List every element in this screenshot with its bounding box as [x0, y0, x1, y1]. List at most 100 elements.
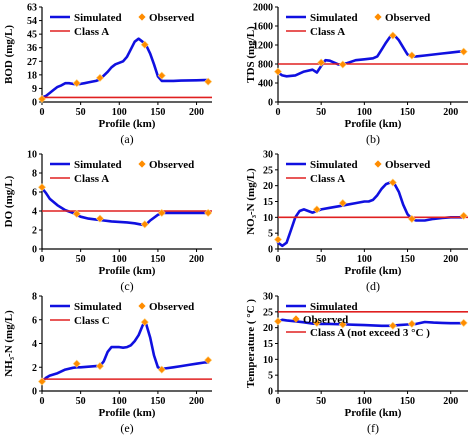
chart-panel-1: 0 9 18 27 36 45 54 63 0 50 100 150 200 Profile (km) BO… — [3, 3, 213, 146]
simulated-series-line — [40, 37, 210, 99]
x-tick-label: 0 — [276, 254, 281, 265]
x-tick-label: 100 — [357, 254, 372, 265]
y-tick-label: 2 — [32, 363, 37, 374]
y-tick-label: 2 — [32, 226, 37, 237]
x-tick-label: 0 — [40, 107, 45, 118]
observed-point — [95, 214, 104, 223]
observed-point — [157, 71, 166, 80]
x-axis-title: Profile (km) — [345, 265, 402, 277]
legend-observed-label: Observed — [149, 301, 194, 313]
y-tick-label: 15 — [263, 197, 273, 208]
y-axis-title: DO (mg/L) — [3, 175, 15, 227]
x-tick-label: 50 — [316, 396, 326, 407]
observed-point — [157, 365, 166, 374]
observed-point — [338, 60, 347, 69]
y-tick-label: 30 — [263, 150, 273, 161]
y-tick-label: 1200 — [253, 41, 273, 52]
y-tick-label: 20 — [263, 323, 273, 334]
observed-point — [317, 58, 326, 67]
x-axis-title: Profile (km) — [99, 265, 156, 277]
x-tick-label: 100 — [112, 396, 127, 407]
chart-panel-2: 0 400 800 1200 1600 2000 0 50 100 150 200 Profile (… — [245, 3, 468, 146]
x-tick-label: 200 — [189, 396, 204, 407]
legend-simulated-label: Simulated — [74, 301, 122, 313]
y-tick-label: 54 — [27, 16, 37, 27]
x-tick-label: 0 — [276, 107, 281, 118]
observed-point — [407, 319, 416, 328]
y-tick-label: 30 — [263, 292, 273, 303]
x-tick-label: 0 — [40, 396, 45, 407]
observed-point — [407, 51, 416, 60]
simulated-series-line — [276, 318, 466, 328]
simulated-series-line — [276, 181, 466, 248]
panel-label: (c) — [120, 279, 133, 293]
x-tick-label: 200 — [189, 107, 204, 118]
x-tick-label: 200 — [189, 254, 204, 265]
legend-observed-marker — [374, 160, 382, 168]
legend-class-label: Class A — [74, 26, 109, 38]
y-axis-title: TDS (mg/L) — [245, 26, 257, 83]
simulated-series-line — [276, 34, 466, 78]
observed-point — [459, 211, 468, 220]
x-tick-label: 150 — [150, 254, 165, 265]
observed-point — [273, 67, 283, 76]
legend-observed-marker — [138, 302, 146, 310]
x-tick-label: 50 — [76, 254, 86, 265]
y-tick-label: 15 — [263, 339, 273, 350]
observed-point — [72, 359, 81, 368]
x-tick-label: 100 — [112, 107, 127, 118]
y-tick-label: 5 — [268, 371, 273, 382]
observed-point — [204, 356, 213, 365]
x-tick-label: 100 — [112, 254, 127, 265]
legend-simulated-label: Simulated — [310, 301, 358, 313]
x-axis-title: Profile (km) — [99, 118, 156, 130]
x-tick-label: 50 — [316, 107, 326, 118]
observed-point — [37, 377, 47, 386]
legend-observed-label: Observed — [149, 12, 194, 24]
x-axis-title: Profile (km) — [345, 118, 402, 130]
y-tick-label: 6 — [32, 188, 37, 199]
y-tick-label: 4 — [32, 339, 37, 350]
observed-point — [140, 40, 149, 49]
legend-simulated-label: Simulated — [74, 12, 122, 24]
y-tick-label: 63 — [27, 3, 37, 14]
observed-point — [273, 235, 283, 244]
y-tick-label: 4 — [32, 207, 37, 218]
y-tick-label: 0 — [268, 98, 273, 109]
y-tick-label: 0 — [268, 387, 273, 398]
observed-point — [157, 208, 166, 217]
x-tick-label: 200 — [443, 254, 458, 265]
y-tick-label: 10 — [263, 213, 273, 224]
observed-point — [95, 73, 104, 82]
y-axis-title: NH₃-N (mg/L) — [3, 310, 15, 377]
observed-point — [37, 94, 47, 104]
y-tick-label: 400 — [258, 79, 273, 90]
observed-point — [338, 199, 347, 208]
y-tick-label: 8 — [32, 292, 37, 303]
simulated-series-line — [40, 186, 210, 227]
y-tick-label: 8 — [32, 169, 37, 180]
y-tick-label: 36 — [27, 43, 37, 54]
y-axis-title: NO₃-N (mg/L) — [245, 168, 257, 235]
legend-simulated-label: Simulated — [74, 159, 122, 171]
y-tick-label: 10 — [263, 355, 273, 366]
observed-point — [388, 178, 397, 187]
observed-point — [204, 208, 213, 217]
legend-class-label: Class A — [310, 173, 345, 185]
x-tick-label: 150 — [150, 396, 165, 407]
observed-point — [140, 220, 149, 229]
panel-label: (f) — [367, 421, 379, 435]
observed-point — [273, 317, 283, 326]
x-tick-label: 150 — [400, 254, 415, 265]
legend-observed-label: Observed — [385, 12, 430, 24]
legend-observed-marker — [374, 13, 382, 21]
y-tick-label: 0 — [32, 245, 37, 256]
x-tick-label: 50 — [316, 254, 326, 265]
observed-point — [312, 205, 321, 214]
observed-point — [338, 320, 347, 329]
legend-observed-label: Observed — [303, 314, 348, 326]
x-tick-label: 200 — [443, 107, 458, 118]
observed-point — [388, 31, 397, 40]
y-tick-label: 9 — [32, 84, 37, 95]
